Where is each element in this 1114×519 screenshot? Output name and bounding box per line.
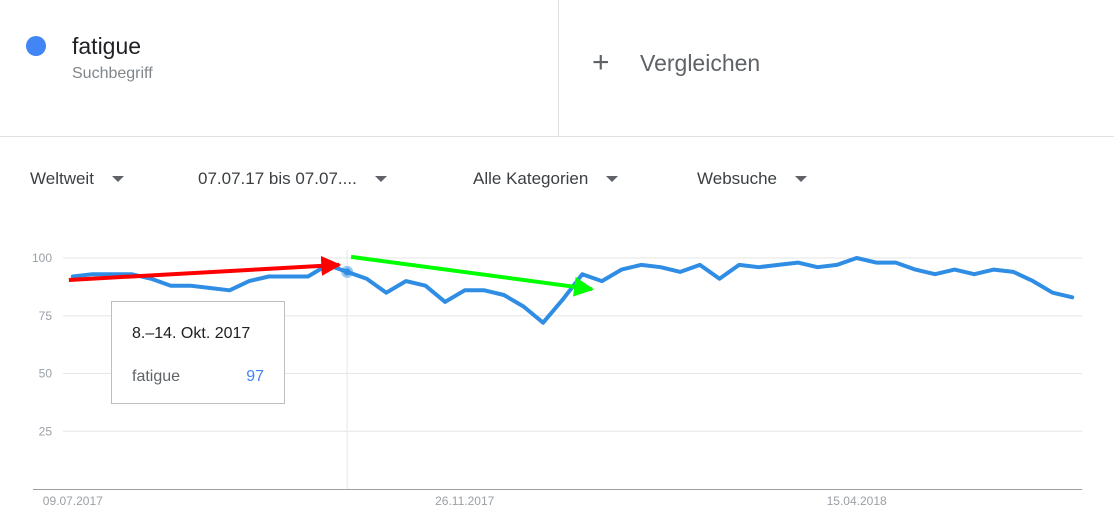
x-tick-label: 09.07.2017 (43, 494, 103, 508)
tooltip-term: fatigue (132, 368, 181, 385)
y-tick-label: 75 (39, 309, 53, 323)
caret-down-icon[interactable] (111, 176, 124, 182)
header-panel: fatigue Suchbegriff + Vergleichen (0, 0, 1114, 137)
y-tick-label: 50 (39, 367, 53, 381)
tooltip-value: 97 (246, 368, 264, 385)
search-term-type: Suchbegriff (72, 65, 153, 82)
search-term-card[interactable]: fatigue Suchbegriff (0, 0, 559, 137)
x-tick-label: 26.11.2017 (435, 494, 494, 508)
hover-tooltip: 8.–14. Okt. 2017 fatigue 97 (111, 301, 285, 404)
caret-down-icon[interactable] (795, 176, 808, 182)
filter-region-dropdown[interactable]: Weltweit (30, 166, 124, 192)
compare-label[interactable]: Vergleichen (640, 49, 761, 76)
y-tick-label: 100 (32, 251, 52, 265)
caret-down-icon[interactable] (374, 176, 387, 182)
filter-region-label[interactable]: Weltweit (30, 169, 94, 188)
x-tick-label: 15.04.2018 (827, 494, 887, 508)
tooltip-date: 8.–14. Okt. 2017 (132, 325, 251, 342)
filter-category-dropdown[interactable]: Alle Kategorien (473, 166, 619, 192)
filter-search-type-label[interactable]: Websuche (697, 169, 778, 188)
filter-date-dropdown[interactable]: 07.07.17 bis 07.07.... (198, 166, 387, 192)
annotation-arrow-red (68, 255, 342, 282)
filter-date-label[interactable]: 07.07.17 bis 07.07.... (198, 169, 357, 188)
annotation-arrow-green (350, 254, 595, 297)
highlighted-point-core (343, 268, 351, 276)
compare-button[interactable]: + Vergleichen (592, 45, 760, 81)
plus-icon[interactable]: + (592, 46, 610, 79)
filter-category-label[interactable]: Alle Kategorien (473, 169, 589, 188)
series-color-dot (26, 36, 46, 56)
filter-search-type-dropdown[interactable]: Websuche (697, 166, 808, 192)
search-term-name[interactable]: fatigue (72, 33, 142, 59)
y-tick-label: 25 (39, 424, 53, 438)
caret-down-icon[interactable] (606, 176, 619, 182)
